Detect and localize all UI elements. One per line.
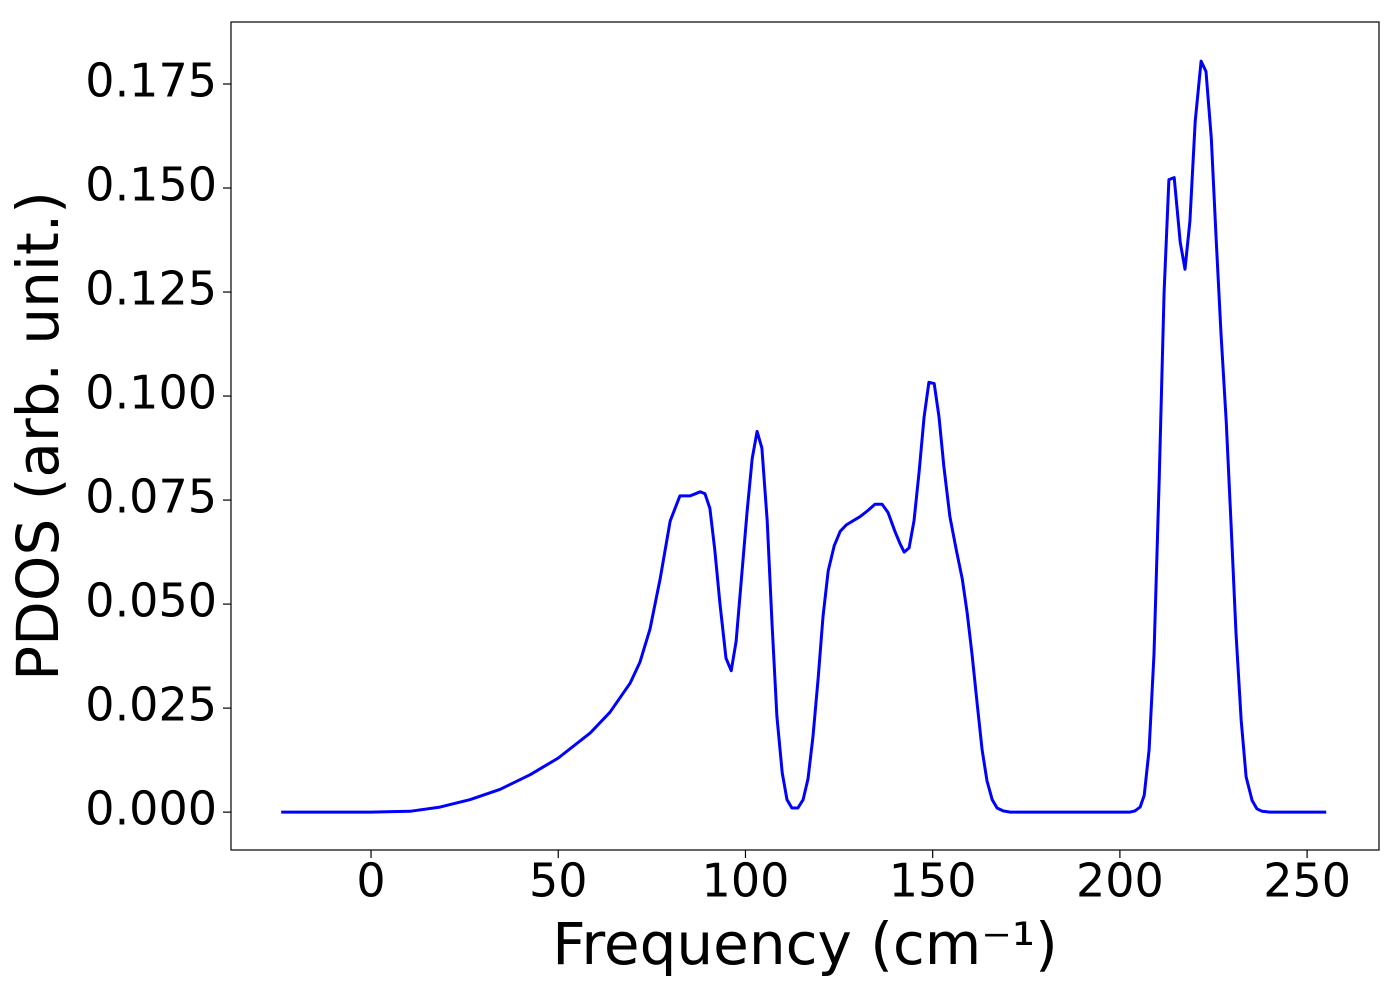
x-axis-label: Frequency (cm⁻¹) [552,910,1058,978]
x-tick-label: 150 [889,854,977,908]
y-tick-label: 0.050 [85,574,217,628]
y-tick-label: 0.025 [85,678,217,732]
y-tick-label: 0.100 [85,366,217,420]
plot-frame [230,21,1380,851]
y-axis-label: PDOS (arb. unit.) [4,191,72,681]
x-tick-label: 250 [1263,854,1351,908]
y-tick-label: 0.150 [85,158,217,212]
y-tick-label: 0.075 [85,470,217,524]
y-tick-label: 0.175 [85,53,217,107]
x-tick-label: 100 [702,854,790,908]
x-tick-label: 0 [356,854,385,908]
x-tick-label: 50 [529,854,588,908]
x-tick-label: 200 [1076,854,1164,908]
y-tick-label: 0.000 [85,782,217,836]
y-tick-label: 0.125 [85,262,217,316]
data-line [281,59,1327,814]
